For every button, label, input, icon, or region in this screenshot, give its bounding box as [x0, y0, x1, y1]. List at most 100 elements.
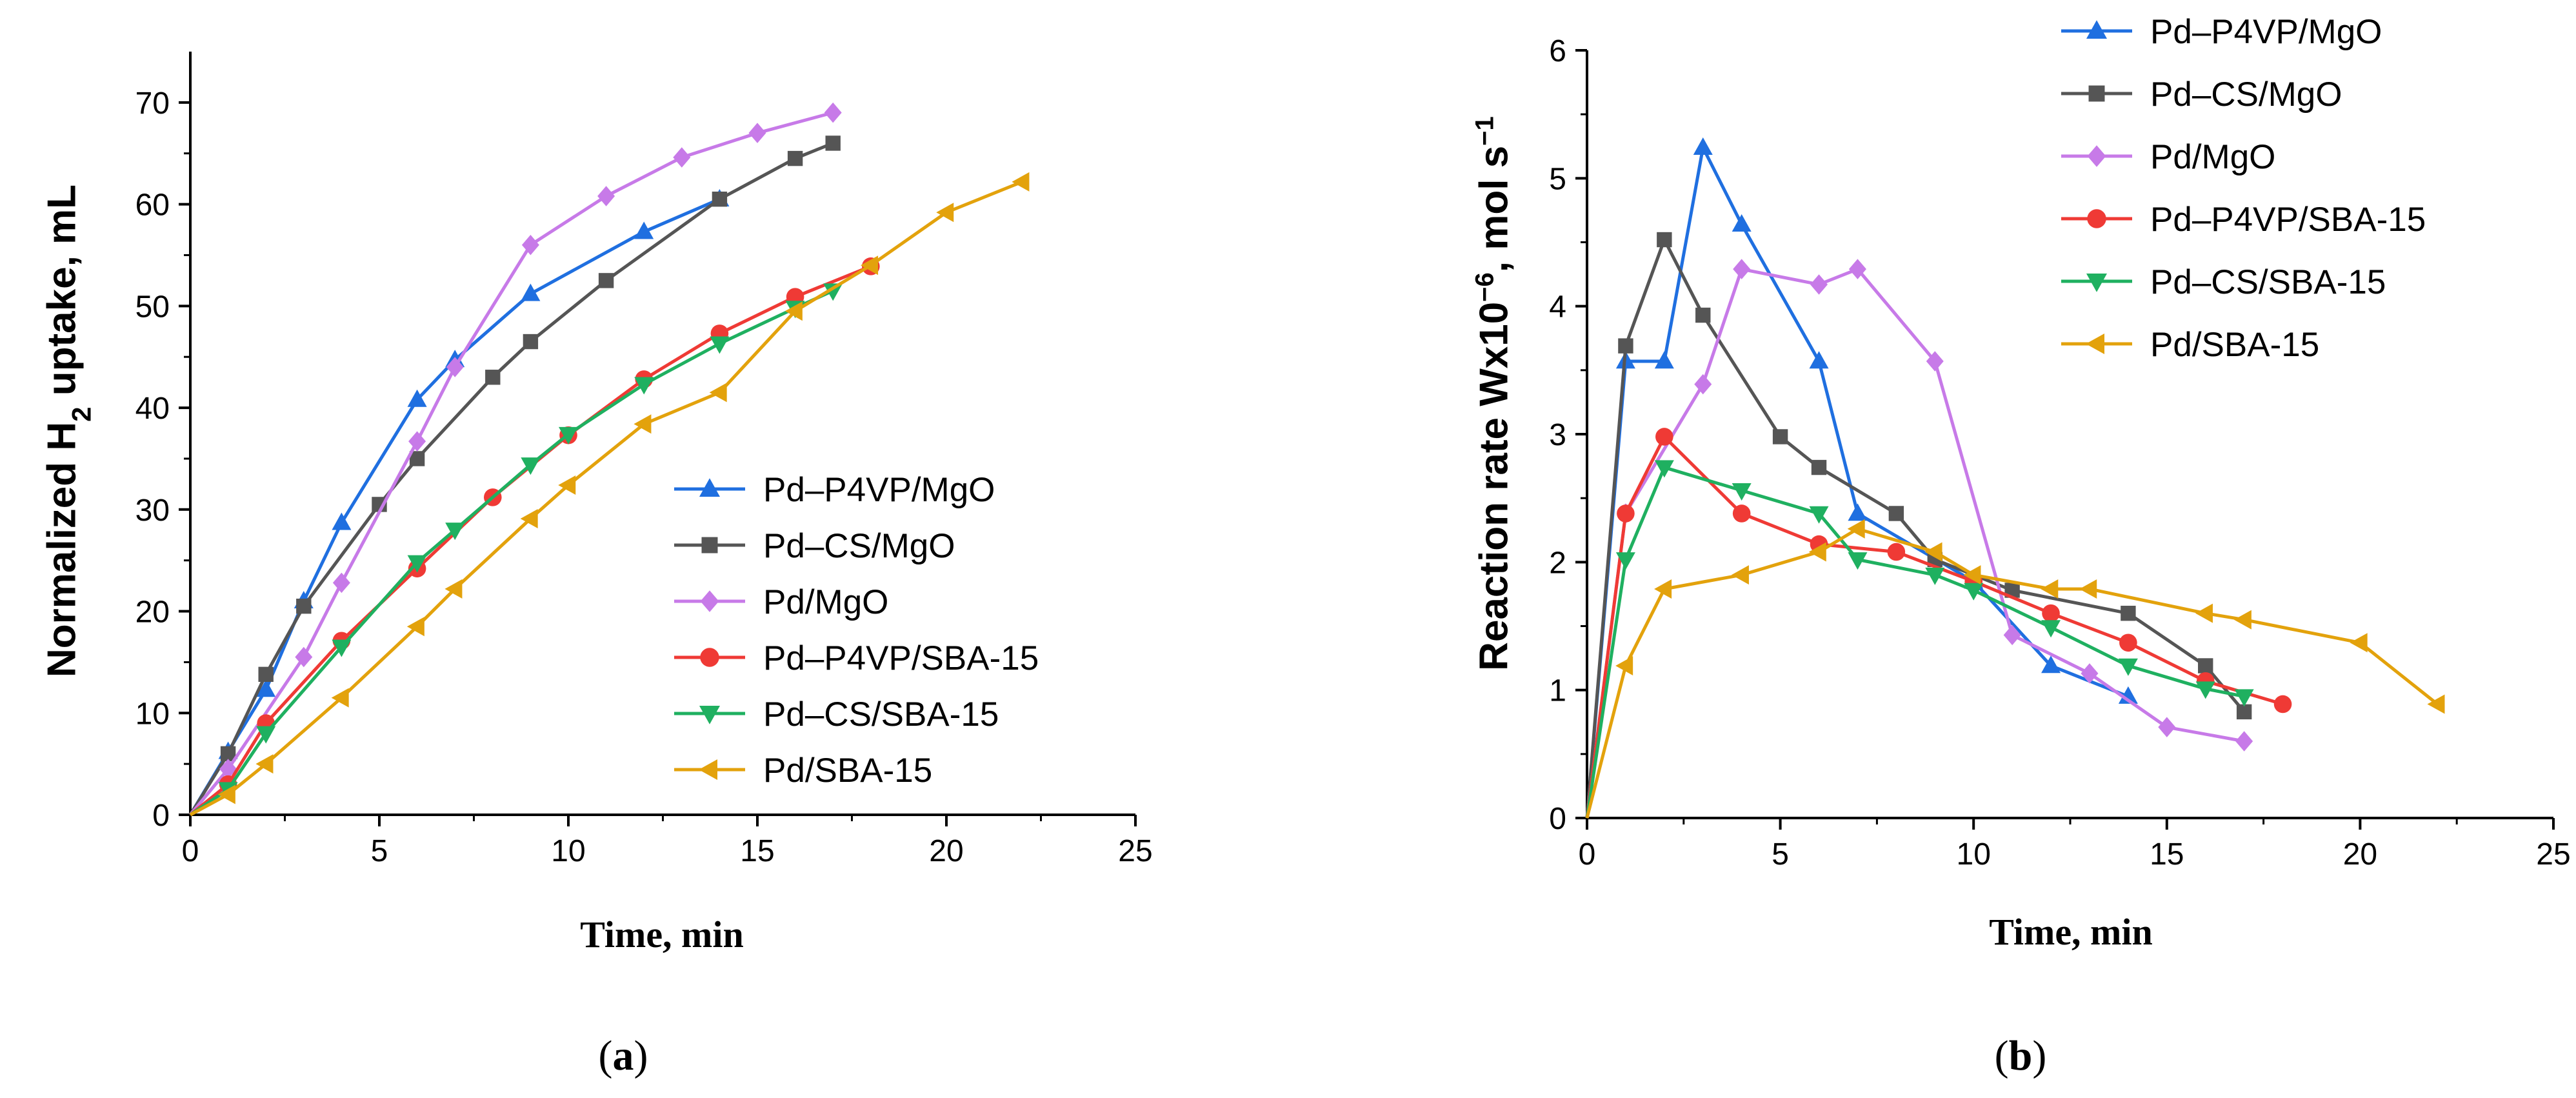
legend-marker [2086, 20, 2107, 39]
data-point [296, 598, 312, 614]
data-point [1925, 567, 1945, 585]
x-tick-label: 0 [1579, 837, 1596, 872]
legend-marker [699, 478, 720, 497]
legend-marker [2086, 334, 2104, 354]
y-tick-label: 3 [1549, 418, 1566, 452]
data-point [1733, 259, 1751, 279]
data-point [446, 357, 464, 377]
legend-label: Pd–CS/SBA-15 [763, 695, 999, 734]
data-point [861, 255, 879, 275]
legend-label: Pd/MgO [763, 583, 888, 621]
x-axis-label: Time, min [1989, 911, 2153, 953]
data-point [220, 746, 236, 762]
y-tick-label: 1 [1549, 674, 1566, 708]
x-tick-label: 5 [371, 834, 388, 868]
legend-label: Pd–P4VP/SBA-15 [2150, 201, 2426, 239]
y-tick-label: 6 [1549, 34, 1566, 68]
y-tick-label: 20 [135, 595, 170, 630]
data-point [258, 666, 274, 683]
legend-entry: Pd–P4VP/SBA-15 [2061, 201, 2426, 239]
data-point [634, 221, 654, 239]
data-point [520, 508, 538, 528]
series-pd-sba-15 [189, 172, 1030, 817]
data-point [784, 301, 803, 321]
legend-label: Pd–P4VP/MgO [763, 471, 995, 509]
data-point [2041, 655, 2061, 674]
data-point [256, 679, 276, 697]
legend-entry: Pd–P4VP/SBA-15 [674, 639, 1039, 677]
data-point [1887, 543, 1906, 561]
y-axis-label: Reaction rate Wx10−6, mol s−1 [1471, 116, 1517, 671]
data-point [597, 186, 615, 206]
legend-entry: Pd/SBA-15 [674, 752, 932, 790]
data-point [444, 579, 463, 599]
series-line [1585, 267, 2245, 819]
legend-marker [2087, 145, 2106, 167]
data-point [2081, 663, 2099, 684]
series-pd-sba-15 [1585, 519, 2445, 819]
x-tick-label: 0 [182, 834, 199, 868]
data-point [2121, 605, 2136, 621]
data-point [2118, 686, 2138, 704]
x-tick-label: 25 [1118, 834, 1152, 868]
data-point [219, 759, 237, 779]
y-axis-label: Normalized H2 uptake, mL [40, 185, 97, 677]
data-point [407, 555, 427, 573]
data-point [2041, 620, 2061, 638]
x-tick-label: 20 [929, 834, 963, 868]
legend-label: Pd–CS/MgO [2150, 75, 2342, 114]
data-point [2233, 610, 2252, 630]
x-tick-label: 5 [1772, 837, 1789, 872]
x-tick-label: 25 [2536, 837, 2570, 872]
data-point [598, 273, 614, 288]
y-tick-label: 4 [1549, 290, 1566, 324]
series-pd-cs-sba-15 [1585, 460, 2254, 819]
data-point [521, 457, 541, 475]
data-point [331, 688, 349, 708]
legend-label: Pd–CS/MgO [763, 527, 955, 565]
data-point [2236, 704, 2252, 720]
data-point [634, 377, 654, 395]
series-line [188, 141, 834, 816]
legend-marker [700, 590, 719, 612]
data-point [1964, 583, 1984, 601]
data-point [295, 646, 313, 668]
data-point [673, 147, 691, 168]
data-point [1732, 483, 1752, 501]
series-line [189, 180, 1023, 817]
series-line [1585, 527, 2439, 819]
legend-entry: Pd–CS/SBA-15 [674, 695, 999, 734]
data-point [1924, 542, 1942, 562]
series-line [188, 197, 721, 816]
series-pd-p4vp-sba-15 [1585, 428, 2292, 819]
data-point [1848, 552, 1868, 570]
data-point [1888, 506, 1904, 521]
legend-entry: Pd–CS/MgO [2061, 75, 2342, 114]
data-point [1848, 503, 1868, 521]
data-point [823, 283, 843, 301]
data-point [332, 572, 350, 594]
data-point [2042, 604, 2060, 623]
data-point [1615, 552, 1635, 570]
series-line [1585, 435, 2284, 819]
panel-label: (b) [1995, 1032, 2047, 1079]
data-point [825, 135, 841, 151]
y-tick-label: 30 [135, 494, 170, 528]
data-point [559, 426, 578, 444]
legend-marker [701, 537, 718, 554]
legend-entry: Pd/MgO [2061, 138, 2275, 176]
legend-marker [699, 706, 720, 724]
y-tick-label: 70 [135, 86, 170, 121]
data-point [634, 414, 652, 434]
chart-panel-b: 0 5 10 15 20 25 0 1 2 3 4 5 6 Reaction rate Wx10−6, m… [1471, 13, 2571, 1079]
data-point [1654, 460, 1674, 478]
y-tick-label: 0 [152, 799, 170, 833]
data-point [1695, 307, 1711, 323]
data-point [1657, 232, 1672, 248]
data-point [1809, 351, 1829, 369]
data-point [709, 383, 727, 403]
data-point [1654, 579, 1672, 599]
data-point [824, 102, 842, 123]
data-point [1963, 565, 1981, 585]
